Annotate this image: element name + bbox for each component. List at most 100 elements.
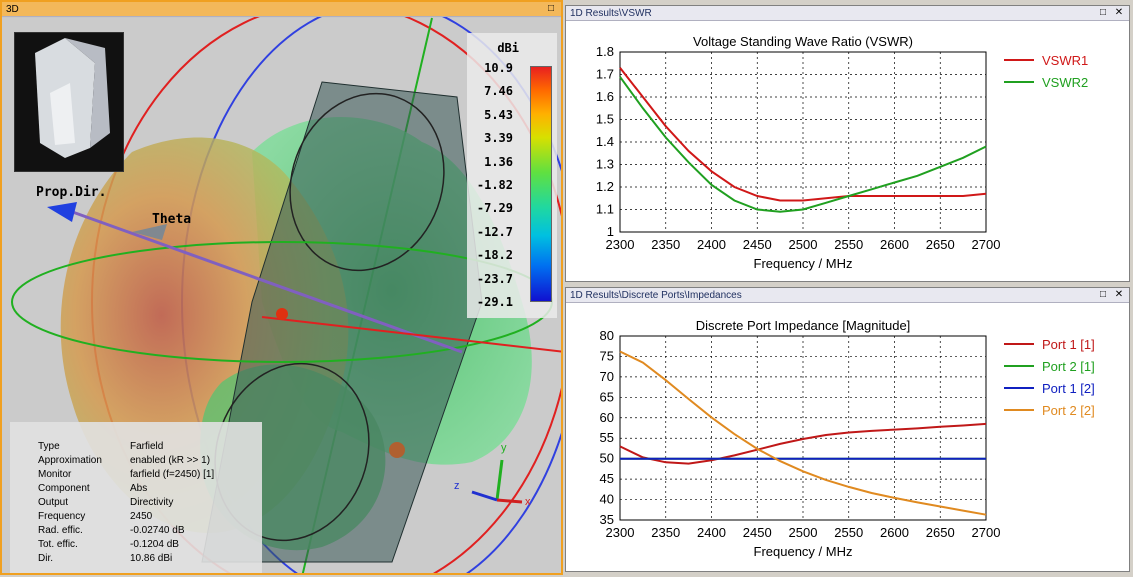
3d-view-window[interactable]: 3D □	[0, 0, 563, 575]
vswr-window[interactable]: 1D Results\VSWR □ ✕ 2300 2350 2400 2450 2500…	[565, 5, 1130, 282]
x-tick-label: 2450	[743, 237, 772, 252]
info-key: Monitor	[38, 469, 72, 480]
info-key: Component	[38, 483, 90, 494]
y-tick-label: 1.7	[596, 67, 614, 82]
y-tick-label: 1.2	[596, 179, 614, 194]
impedance-titlebar[interactable]: 1D Results\Discrete Ports\Impedances □ ✕	[566, 288, 1129, 303]
scale-label: 5.43	[484, 107, 513, 122]
y-tick-label: 35	[600, 512, 614, 527]
vswr-close-button[interactable]: ✕	[1114, 7, 1124, 18]
series-line-port-2-2-	[619, 350, 987, 516]
y-tick-label: 75	[600, 348, 614, 363]
legend-label: Port 2 [1]	[1042, 359, 1095, 374]
x-tick-label: 2400	[697, 525, 726, 540]
x-tick-label: 2650	[926, 525, 955, 540]
impedance-close-button[interactable]: ✕	[1114, 289, 1124, 300]
y-tick-label: 40	[600, 492, 614, 507]
y-tick-label: 50	[600, 451, 614, 466]
chart-title: Discrete Port Impedance [Magnitude]	[696, 318, 911, 333]
impedance-chart[interactable]: 2300 2350 2400 2450 2500 2550 2600 2650 2700 35 40…	[566, 304, 1129, 572]
vswr-titlebar[interactable]: 1D Results\VSWR □ ✕	[566, 6, 1129, 21]
info-value: Abs	[130, 483, 148, 494]
series-line-vswr2	[619, 76, 987, 213]
triad-z	[471, 490, 498, 502]
substrate-board	[201, 81, 483, 563]
legend-label: VSWR1	[1042, 53, 1088, 68]
scale-label: -12.7	[476, 224, 513, 239]
y-tick-label: 45	[600, 471, 614, 486]
y-tick-label: 1.8	[596, 44, 614, 59]
series-line-vswr1	[619, 67, 987, 202]
y-tick-label: 1.1	[596, 202, 614, 217]
scale-label: 10.9	[484, 61, 513, 75]
info-panel: Type Farfield Approximation enabled (kR >> …	[10, 422, 262, 573]
3d-view-title: 3D	[6, 4, 19, 15]
legend-label: VSWR2	[1042, 75, 1088, 90]
x-tick-label: 2500	[789, 237, 818, 252]
x-tick-label: 2300	[606, 525, 635, 540]
impedance-window[interactable]: 1D Results\Discrete Ports\Impedances □ ✕…	[565, 287, 1130, 572]
disk-top	[289, 92, 445, 272]
x-tick-label: 2650	[926, 237, 955, 252]
x-tick-label: 2300	[606, 237, 635, 252]
color-scale: dBi 10.9 7.46 5.43 3.39 1.36 -1.82 -7.29 -12.7 -…	[467, 33, 557, 318]
x-tick-label: 2500	[789, 525, 818, 540]
chart-title: Voltage Standing Wave Ratio (VSWR)	[693, 34, 913, 49]
info-value: -0.1204 dB	[130, 539, 179, 550]
triad-y-label: y	[501, 442, 507, 454]
y-tick-label: 1	[607, 224, 614, 239]
triad-y	[495, 459, 504, 501]
prop-dir-head	[47, 202, 77, 222]
maximize-button[interactable]: □	[547, 3, 555, 14]
y-tick-label: 1.5	[596, 112, 614, 127]
legend-label: Port 1 [1]	[1042, 337, 1095, 352]
scale-label: 3.39	[484, 131, 513, 146]
y-tick-label: 80	[600, 328, 614, 343]
prop-dir-label: Prop.Dir.	[36, 185, 107, 200]
x-tick-label: 2550	[834, 525, 863, 540]
info-key: Frequency	[38, 511, 86, 522]
3d-view-titlebar[interactable]: 3D □	[2, 2, 561, 17]
x-tick-label: 2600	[880, 237, 909, 252]
vswr-window-title: 1D Results\VSWR	[570, 8, 652, 19]
vswr-maximize-button[interactable]: □	[1099, 7, 1107, 18]
y-tick-label: 55	[600, 430, 614, 445]
y-tick-label: 1.4	[596, 134, 614, 149]
x-tick-label: 2600	[880, 525, 909, 540]
series-line-port-1-1-	[619, 422, 987, 465]
info-key: Rad. effic.	[38, 525, 83, 536]
theta-label: Theta	[152, 212, 192, 227]
x-tick-label: 2550	[834, 237, 863, 252]
triad-z-label: z	[454, 480, 460, 492]
red-axis-line	[261, 316, 561, 353]
y-tick-label: 65	[600, 389, 614, 404]
impedance-maximize-button[interactable]: □	[1099, 289, 1107, 300]
vswr-chart[interactable]: 2300 2350 2400 2450 2500 2550 2600 2650 2700 1 1.1…	[566, 22, 1129, 282]
y-tick-label: 1.6	[596, 89, 614, 104]
triad-x-label: x	[525, 496, 531, 508]
info-key: Dir.	[38, 553, 53, 564]
scale-unit: dBi	[497, 41, 519, 55]
x-tick-label: 2350	[651, 237, 680, 252]
info-value: enabled (kR >> 1)	[130, 455, 211, 466]
y-tick-label: 60	[600, 410, 614, 425]
x-tick-label: 2700	[972, 525, 1001, 540]
info-key: Tot. effic.	[38, 539, 78, 550]
port-marker	[389, 442, 405, 458]
info-value: Farfield	[130, 441, 164, 452]
model-thumbnail	[14, 32, 124, 172]
legend-label: Port 1 [2]	[1042, 381, 1095, 396]
x-tick-label: 2350	[651, 525, 680, 540]
prop-dir-arrow	[66, 208, 463, 354]
x-axis-label: Frequency / MHz	[754, 256, 853, 271]
theta-arrow	[132, 224, 167, 240]
scale-label: -18.2	[476, 248, 513, 263]
scale-label: 7.46	[484, 84, 513, 99]
info-value: Directivity	[130, 497, 174, 508]
x-tick-label: 2700	[972, 237, 1001, 252]
y-tick-label: 1.3	[596, 157, 614, 172]
info-key: Output	[38, 497, 69, 508]
x-tick-label: 2450	[743, 525, 772, 540]
scale-label: 1.36	[484, 154, 513, 169]
y-tick-label: 70	[600, 369, 614, 384]
